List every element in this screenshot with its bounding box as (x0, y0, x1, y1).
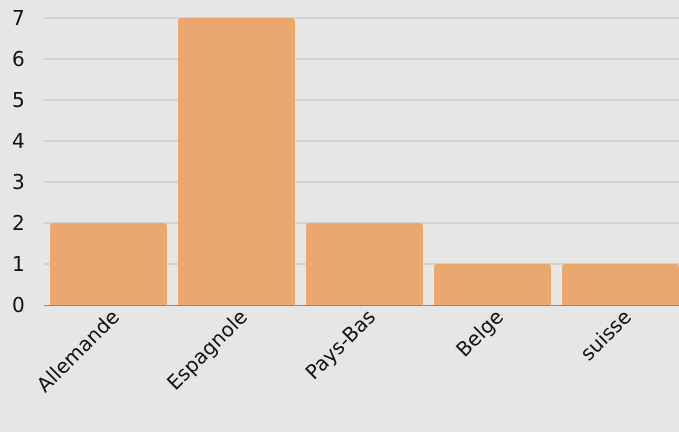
bar-belge (434, 264, 551, 305)
y-tick-label-4: 4 (12, 129, 25, 153)
bar-pays-bas (306, 223, 423, 305)
y-tick-label-3: 3 (12, 170, 25, 194)
y-axis-tick-labels: 0 1 2 3 4 5 6 7 (12, 6, 25, 317)
bars (50, 18, 679, 305)
y-tick-label-5: 5 (12, 88, 25, 112)
bar-suisse (562, 264, 679, 305)
y-tick-label-2: 2 (12, 211, 25, 235)
y-tick-label-7: 7 (12, 6, 25, 30)
bar-espagnole (178, 18, 295, 305)
y-tick-label-1: 1 (12, 252, 25, 276)
y-tick-label-6: 6 (12, 47, 25, 71)
bar-allemande (50, 223, 167, 305)
y-tick-label-0: 0 (12, 293, 25, 317)
